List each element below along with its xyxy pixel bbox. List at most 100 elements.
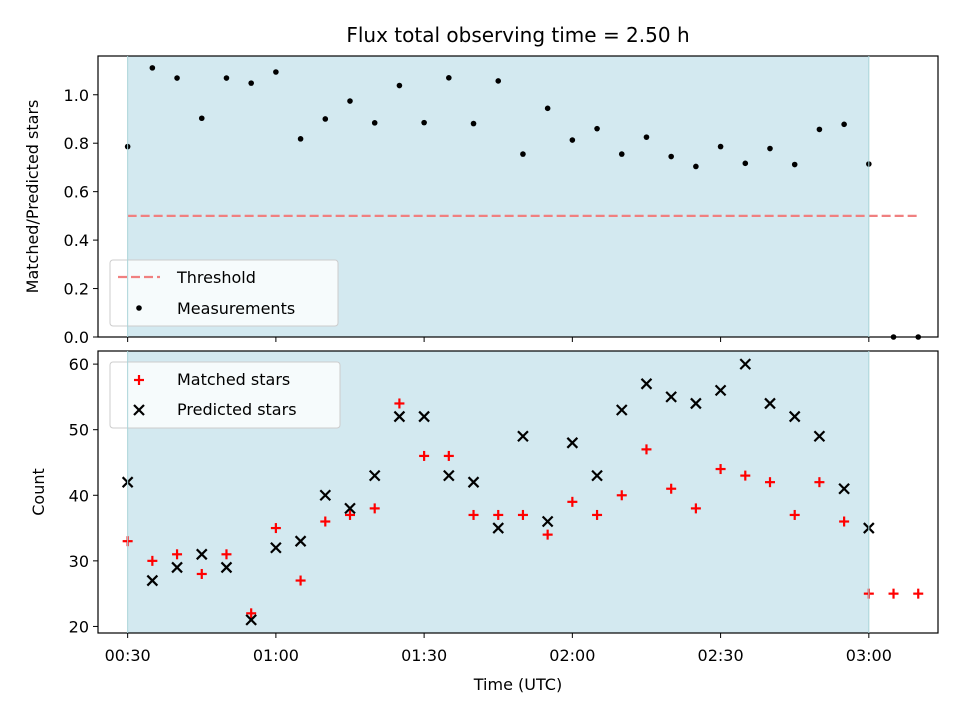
measurement-point <box>322 116 329 122</box>
matched-star-point <box>443 450 454 461</box>
matched-star-point <box>295 575 306 586</box>
matched-star-point <box>419 450 430 461</box>
matched-star-point <box>567 496 578 507</box>
measurement-point <box>149 65 156 71</box>
predicted-star-point <box>270 541 282 554</box>
top-panel: 0.0 0.2 0.4 0.6 0.8 1.0 Flux total observing … <box>23 23 939 347</box>
matched-star-point <box>369 503 380 514</box>
y-tick-label: 1.0 <box>64 86 89 105</box>
predicted-star-point <box>492 522 505 534</box>
measurement-point <box>569 137 576 143</box>
measurement-point <box>668 153 674 160</box>
predicted-star-point <box>566 437 579 449</box>
matched-star-point <box>789 509 800 520</box>
top-y-ticks: 0.0 0.2 0.4 0.6 0.8 1.0 <box>64 86 98 347</box>
measurement-point <box>816 126 823 133</box>
predicted-star-point <box>838 482 850 495</box>
measurement-point <box>297 136 304 142</box>
legend-matched-symbol <box>134 375 144 385</box>
measurement-point <box>174 75 180 81</box>
measurement-point <box>273 69 279 75</box>
matched-star-point <box>666 483 677 494</box>
legend-threshold-label: Threshold <box>176 268 256 287</box>
x-tick-label: 00:30 <box>105 646 151 665</box>
predicted-star-point <box>393 410 406 423</box>
matched-star-point <box>690 503 701 514</box>
predicted-star-point <box>418 410 430 423</box>
predicted-star-point <box>467 476 480 488</box>
top-legend: Threshold Measurements <box>109 259 339 327</box>
measurement-point <box>446 75 452 81</box>
top-x-ticks <box>127 337 870 342</box>
chart-title: Flux total observing time = 2.50 h <box>346 23 689 47</box>
y-tick-label: 0.2 <box>64 280 89 299</box>
top-marks-layer <box>124 65 922 340</box>
top-legend-box <box>109 259 339 327</box>
measurement-point <box>544 105 551 112</box>
predicted-star-point <box>640 378 653 390</box>
predicted-star-point <box>344 502 356 515</box>
matched-star-point <box>270 523 281 534</box>
predicted-star-point <box>690 397 702 410</box>
measurement-point <box>841 121 847 128</box>
measurement-point <box>470 120 477 127</box>
measurement-point <box>594 125 600 132</box>
predicted-star-point <box>245 614 257 626</box>
top-y-axis-label: Matched/Predicted stars <box>23 100 42 294</box>
measurement-point <box>742 160 749 167</box>
measurement-point <box>495 78 502 84</box>
matched-star-point <box>517 509 528 520</box>
predicted-star-point <box>368 469 381 482</box>
predicted-star-point <box>294 535 307 547</box>
y-tick-label: 0.6 <box>64 183 89 202</box>
predicted-star-point <box>541 515 554 528</box>
predicted-star-point <box>813 430 826 443</box>
bottom-legend-box <box>109 361 341 429</box>
matched-star-point <box>394 398 405 409</box>
predicted-star-point <box>171 561 183 574</box>
measurement-point <box>693 163 699 170</box>
matched-star-point <box>765 477 775 488</box>
measurement-point <box>223 75 230 81</box>
predicted-star-point <box>220 561 233 574</box>
predicted-star-point <box>319 489 332 502</box>
measurement-point <box>717 143 724 150</box>
x-axis-label: Time (UTC) <box>473 675 562 694</box>
matched-star-point <box>221 549 232 560</box>
legend-plus-mark <box>134 375 144 385</box>
matched-star-point <box>246 608 257 619</box>
measurement-point <box>198 115 205 122</box>
predicted-star-point <box>195 548 208 561</box>
x-tick-label: 03:00 <box>846 646 892 665</box>
matched-star-point <box>616 490 627 501</box>
matched-star-point <box>814 477 825 488</box>
bottom-y-axis-label: Count <box>29 468 48 516</box>
matched-star-point <box>468 509 479 520</box>
bottom-panel: 20 30 40 50 60 00:30 01:00 01:30 02:00 02:30 03:0… <box>29 350 939 694</box>
measurement-point <box>396 82 403 89</box>
predicted-star-point <box>443 469 455 482</box>
matched-star-point <box>592 509 603 520</box>
predicted-star-point <box>739 358 752 370</box>
x-tick-label: 02:00 <box>549 646 595 665</box>
y-tick-label: 20 <box>69 617 89 636</box>
matched-star-point <box>196 568 207 579</box>
predicted-star-point <box>146 574 159 587</box>
predicted-star-point <box>788 410 801 423</box>
y-tick-label: 0.4 <box>64 231 89 250</box>
predicted-star-point <box>714 384 727 397</box>
legend-measurements-label: Measurements <box>177 299 295 318</box>
matched-star-point <box>839 516 850 527</box>
matched-star-point <box>641 444 652 455</box>
matched-star-point <box>740 470 751 481</box>
measurement-point <box>371 120 378 126</box>
measurement-point <box>791 161 798 168</box>
legend-predicted-label: Predicted stars <box>177 400 297 419</box>
matched-star-point <box>715 464 726 475</box>
bottom-axes-frame <box>97 350 939 634</box>
measurement-point <box>248 80 254 86</box>
measurement-point <box>421 119 427 126</box>
legend-predicted-symbol <box>133 404 145 416</box>
predicted-star-point <box>665 391 677 403</box>
